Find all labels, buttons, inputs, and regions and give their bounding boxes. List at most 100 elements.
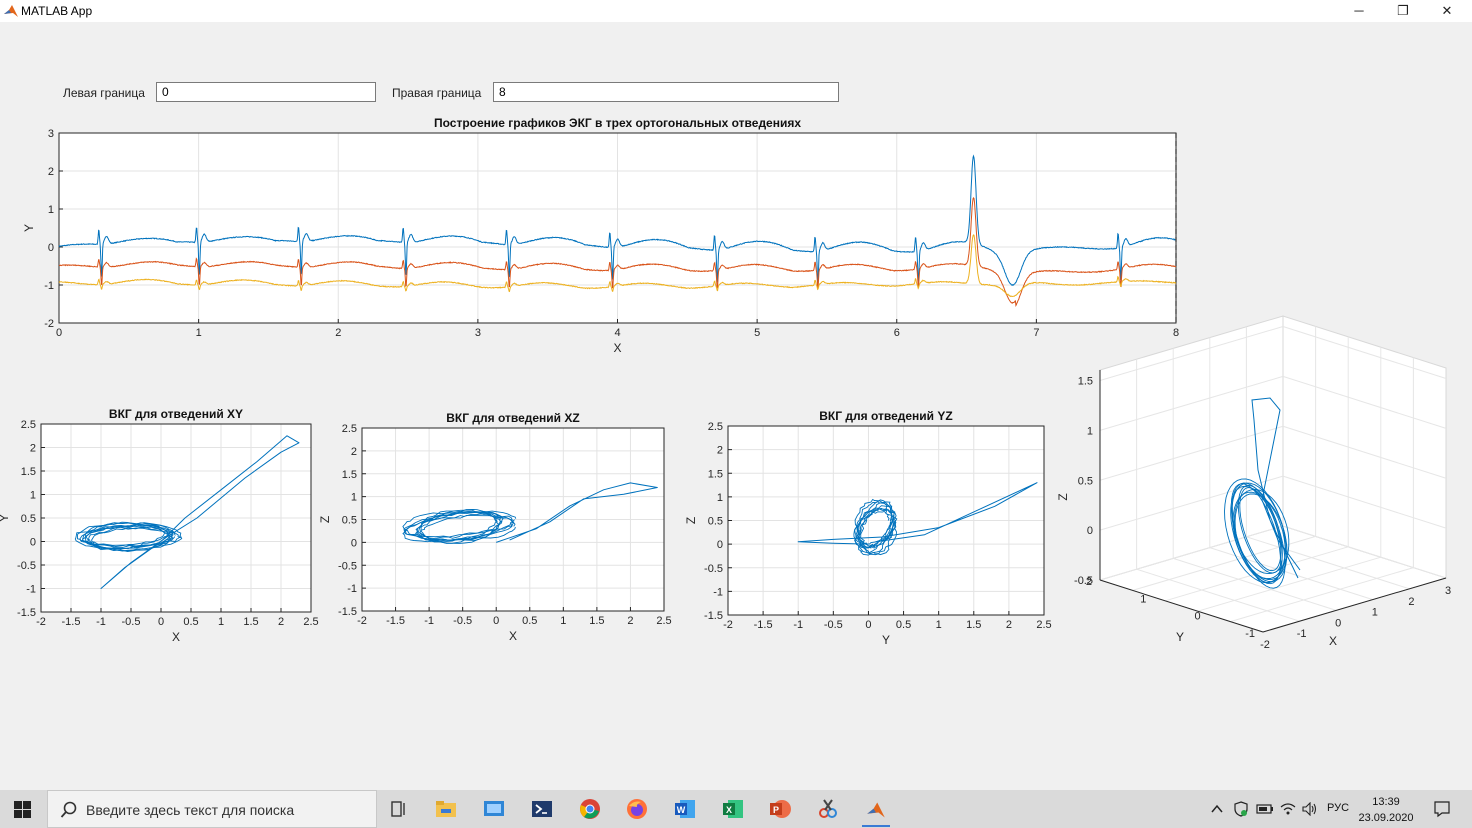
vcg-cluster-loop <box>860 508 891 547</box>
grid-line <box>1246 536 1410 590</box>
grid-line <box>1282 475 1447 529</box>
y-axis-line <box>1099 579 1264 633</box>
grid-line <box>1282 375 1447 429</box>
grid-line <box>1099 375 1284 431</box>
search-box[interactable]: Введите здесь текст для поиска <box>47 790 377 828</box>
x-axis-label: X <box>172 630 180 644</box>
ecg-series-line <box>58 197 1177 308</box>
z-tick-label: 0 <box>1087 525 1093 537</box>
word-icon[interactable]: W <box>671 795 699 823</box>
x-axis-label: X <box>1329 634 1337 648</box>
file-explorer-icon[interactable] <box>432 795 460 823</box>
chevron-up-icon[interactable] <box>1210 802 1224 816</box>
y-axis-label: Y <box>1176 630 1184 644</box>
vcg-3d-cluster-loop <box>1234 493 1288 580</box>
security-shield-icon[interactable] <box>1234 801 1248 817</box>
y-tick-label: -1 <box>26 584 36 596</box>
x-axis-label: X <box>509 629 517 643</box>
y-tick-label: 1.5 <box>21 466 36 478</box>
vcg-3d-cluster-loop <box>1237 484 1283 574</box>
minimize-button[interactable]: ─ <box>1354 3 1364 18</box>
left-bound-field[interactable] <box>156 82 376 102</box>
firefox-icon[interactable] <box>623 795 651 823</box>
close-button[interactable]: ✕ <box>1441 3 1453 18</box>
y-tick-label: 2 <box>1086 576 1092 588</box>
search-icon <box>60 801 77 818</box>
snipping-tool-icon[interactable] <box>814 795 842 823</box>
powershell-icon[interactable] <box>528 795 556 823</box>
x-tick-label: -1 <box>424 615 434 627</box>
wifi-icon[interactable] <box>1280 802 1296 816</box>
x-tick-label: 3 <box>475 327 481 339</box>
control-panel-icon[interactable] <box>480 795 508 823</box>
y-tick-label: 3 <box>48 128 54 140</box>
language-indicator[interactable]: РУС <box>1327 802 1350 814</box>
excel-icon[interactable]: X <box>719 795 747 823</box>
y-axis-label: Y <box>0 514 11 522</box>
maximize-button[interactable]: ❐ <box>1397 3 1409 18</box>
x-tick-label: 4 <box>614 327 620 339</box>
x-tick-label: 1.5 <box>589 615 604 627</box>
right-bound-field[interactable] <box>493 82 839 102</box>
ecg-series-line <box>58 154 1177 286</box>
chart-title: ВКГ для отведений XZ <box>446 411 579 425</box>
clock[interactable]: 13:39 23.09.2020 <box>1358 794 1414 826</box>
x-tick-label: 1 <box>1372 607 1378 619</box>
vcg-loop-line <box>100 435 300 589</box>
y-tick-label: 1.5 <box>708 468 723 480</box>
grid-line <box>1197 556 1381 612</box>
matlab-icon <box>4 5 18 17</box>
x-tick-label: 6 <box>894 327 900 339</box>
left-bound-label: Левая граница <box>63 86 145 100</box>
x-tick-label: -1.5 <box>386 615 405 627</box>
chart-xyz: ВКГ для отведений XYZ-0.500.511.5-2-1012… <box>1056 315 1451 651</box>
chart-title: ВКГ для отведений XY <box>109 407 243 421</box>
vcg-3d-cluster-loop <box>1232 491 1286 580</box>
y-tick-label: -1 <box>347 583 357 595</box>
x-tick-label: -1 <box>1297 628 1307 640</box>
volume-icon[interactable] <box>1302 802 1318 816</box>
chrome-icon[interactable] <box>576 795 604 823</box>
svg-text:W: W <box>677 805 686 815</box>
x-tick-label: -2 <box>723 619 733 631</box>
y-tick-label: -0.5 <box>17 560 36 572</box>
grid-line <box>1209 547 1373 601</box>
y-tick-label: 0.5 <box>708 516 723 528</box>
svg-text:P: P <box>773 805 779 815</box>
x-tick-label: 1.5 <box>243 616 258 628</box>
vcg-cluster-loop <box>415 508 504 544</box>
notifications-icon[interactable] <box>1433 800 1451 818</box>
grid-line <box>1099 475 1284 531</box>
vcg-cluster-loop <box>856 500 894 555</box>
search-placeholder: Введите здесь текст для поиска <box>86 802 295 818</box>
chart-title: Построение графиков ЭКГ в трех ортогонал… <box>434 116 801 130</box>
powerpoint-icon[interactable]: P <box>766 795 794 823</box>
y-tick-label: -0.5 <box>704 563 723 575</box>
chart-xy: -2 -1.5 -1 -0.5 0 0.5 1 1.5 2 2.5-1.5-1-0.500.511… <box>0 407 319 644</box>
y-tick-label: 1 <box>1140 593 1146 605</box>
x-tick-label: 7 <box>1033 327 1039 339</box>
vcg-3d-cluster-loop <box>1224 478 1287 583</box>
axes-box <box>40 423 312 613</box>
x-tick-label: 0.5 <box>896 619 911 631</box>
clock-date: 23.09.2020 <box>1358 812 1414 824</box>
y-tick-label: 0 <box>1195 611 1201 623</box>
vcg-loop-line <box>496 482 658 543</box>
grid-line <box>1173 557 1337 611</box>
x-tick-label: -1 <box>793 619 803 631</box>
x-axis-label: X <box>613 341 621 355</box>
battery-icon[interactable] <box>1256 803 1274 815</box>
vcg-cluster-loop <box>419 513 498 539</box>
clock-time: 13:39 <box>1372 796 1400 808</box>
task-view-icon[interactable] <box>385 795 413 823</box>
svg-text:X: X <box>726 805 732 815</box>
x-axis-line <box>1262 577 1447 633</box>
matlab-taskbar-icon[interactable] <box>862 795 890 827</box>
windows-start-icon[interactable] <box>14 801 31 818</box>
x-tick-label: 1 <box>936 619 942 631</box>
x-tick-label: -1.5 <box>754 619 773 631</box>
x-tick-label: -1 <box>96 616 106 628</box>
right-bound-label: Правая граница <box>392 86 482 100</box>
y-tick-label: 2 <box>30 443 36 455</box>
vcg-cluster-loop <box>856 511 895 545</box>
